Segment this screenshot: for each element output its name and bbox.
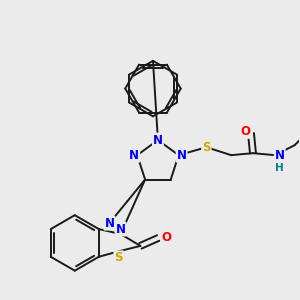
Text: N: N xyxy=(129,149,139,162)
Text: N: N xyxy=(275,149,285,162)
Text: S: S xyxy=(114,251,123,264)
Text: N: N xyxy=(116,223,126,236)
Text: O: O xyxy=(161,232,171,244)
Text: N: N xyxy=(177,149,187,162)
Text: S: S xyxy=(202,141,211,154)
Text: N: N xyxy=(104,217,114,230)
Text: O: O xyxy=(240,125,250,138)
Text: H: H xyxy=(275,163,284,173)
Text: N: N xyxy=(153,134,163,147)
